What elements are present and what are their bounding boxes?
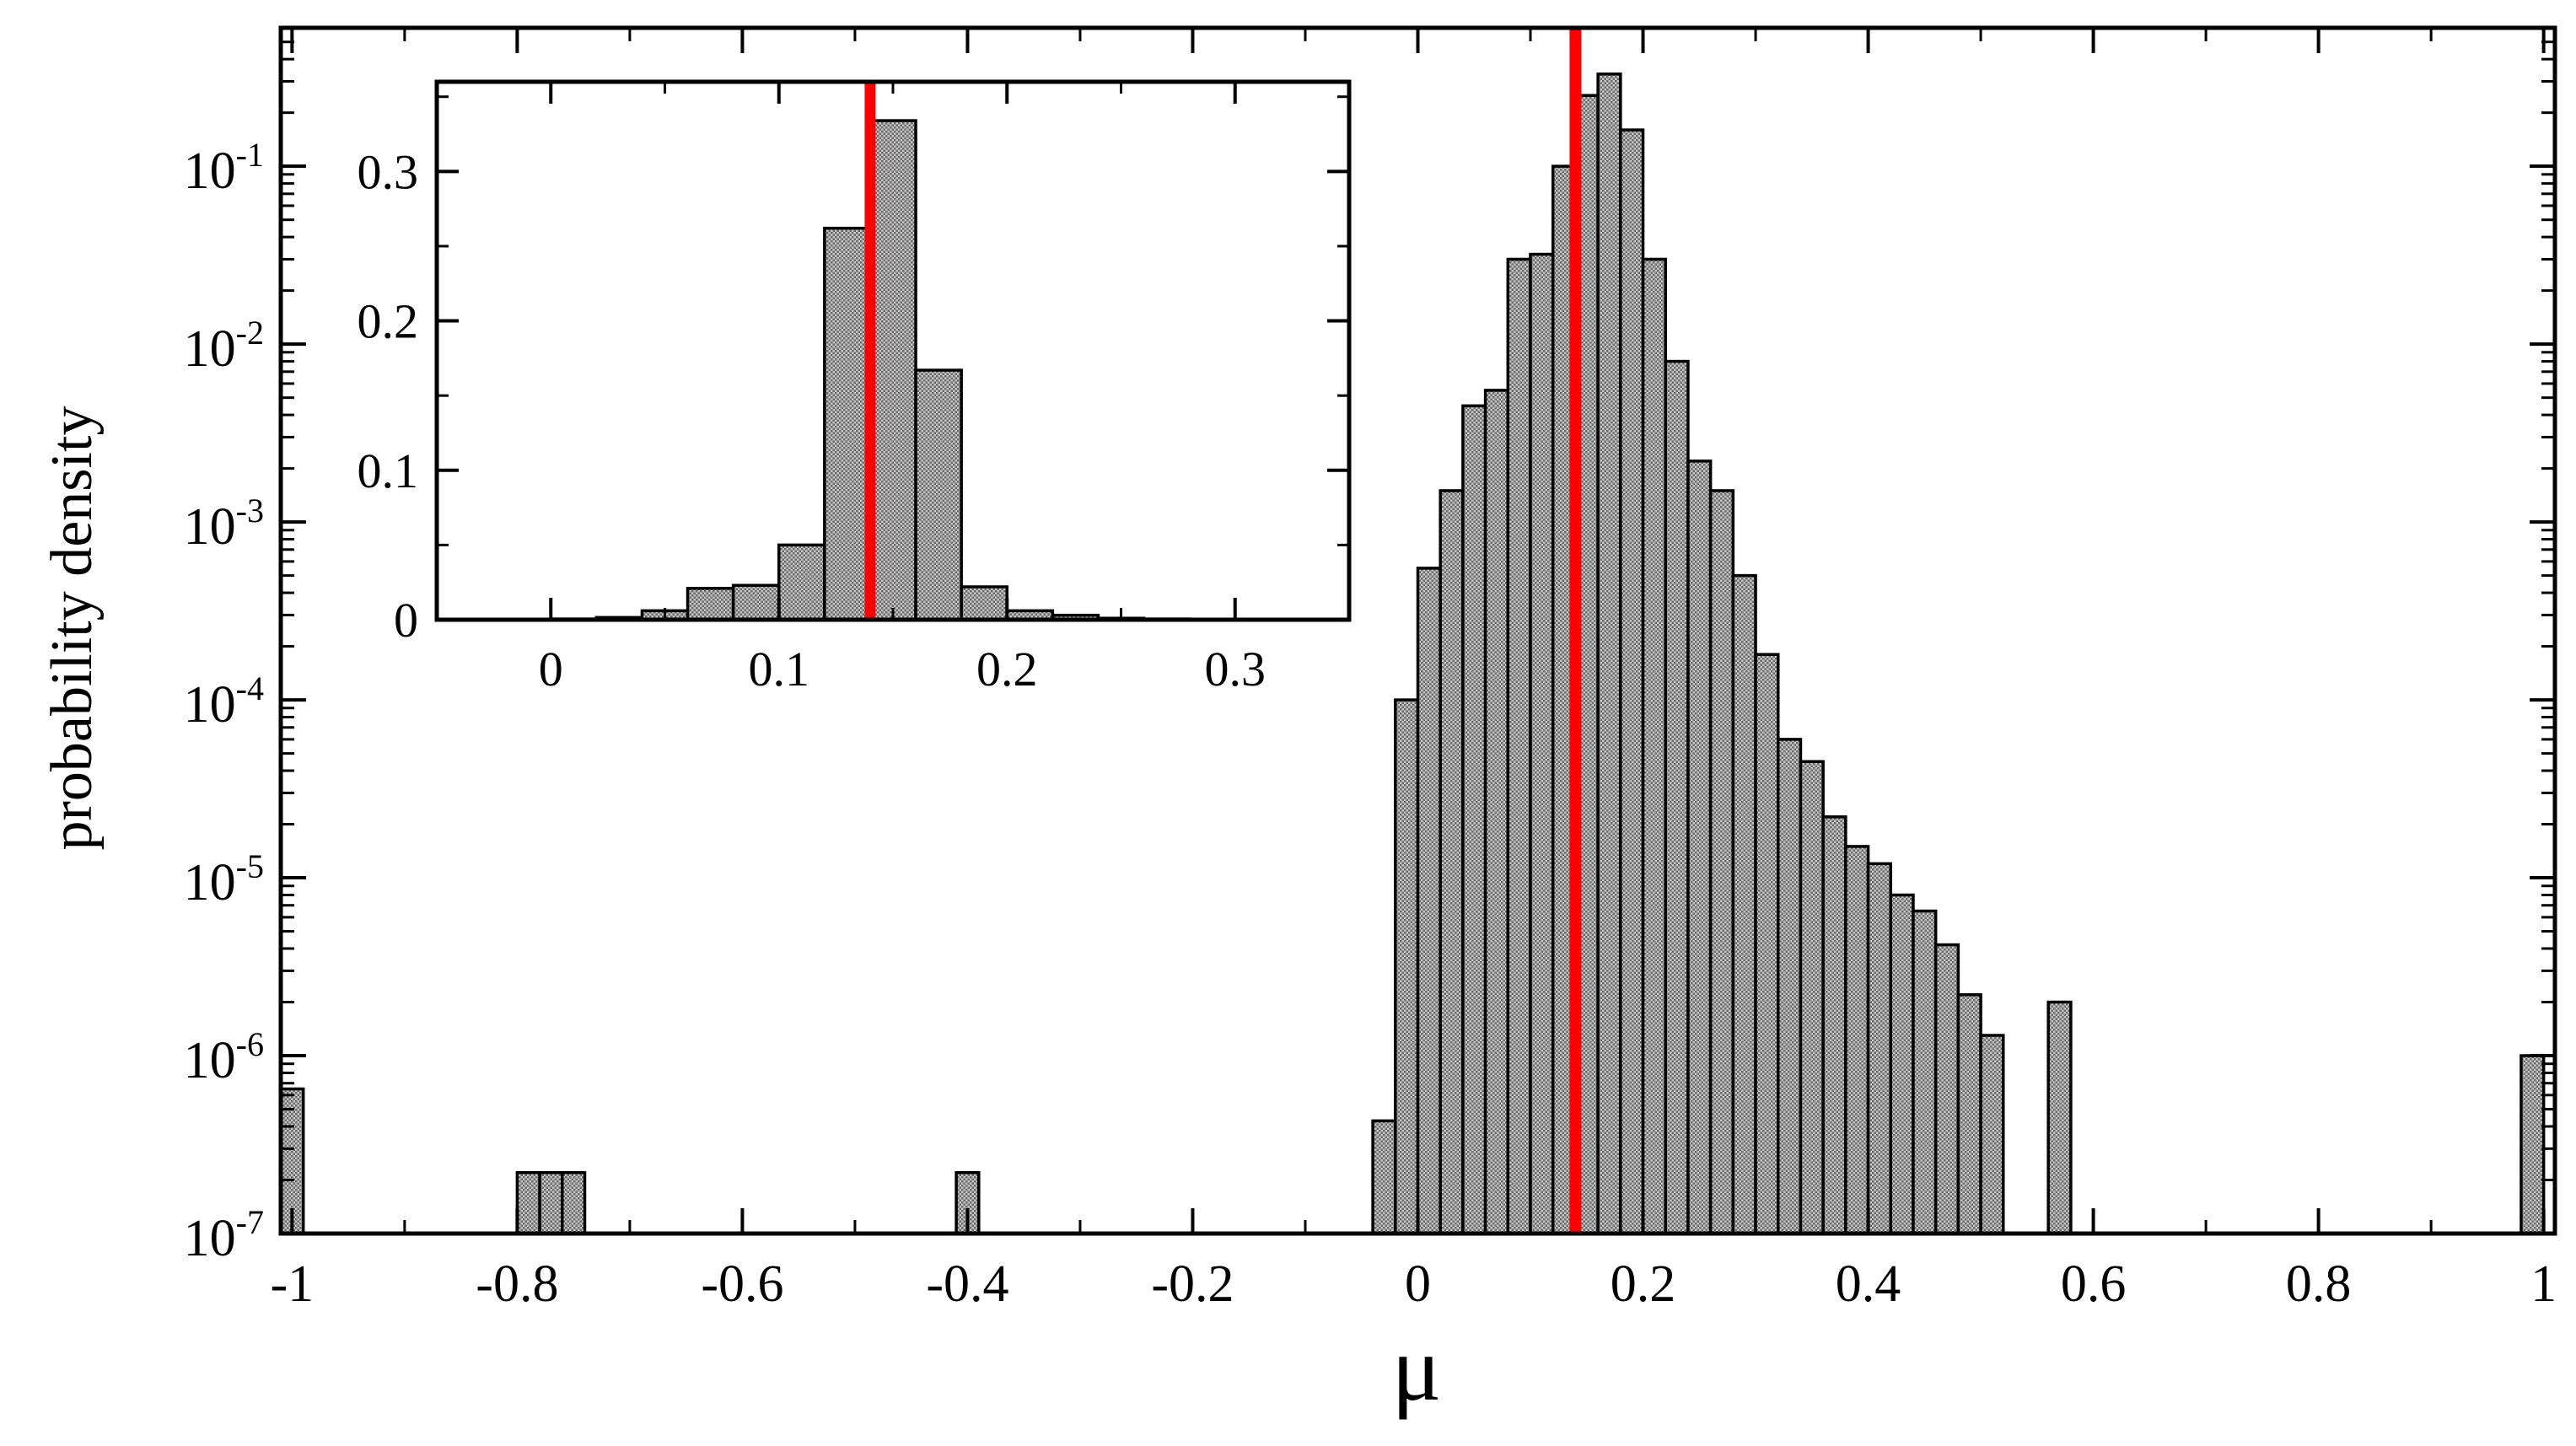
inset-bar [731,583,781,621]
main-bar [1731,573,1757,1235]
main-bar [1371,1119,1397,1235]
main-bar [1506,257,1532,1235]
main-x-tick-label: 0 [1405,1255,1431,1313]
main-bar [1754,653,1780,1235]
inset-x-tick-label: 0.2 [976,642,1038,696]
main-x-tick-label: -0.2 [1151,1255,1234,1313]
main-x-tick-label: -0.6 [701,1255,783,1313]
main-y-tick-label: 10-5 [184,847,264,911]
inset-bar [823,226,872,621]
inset-bar [869,119,917,621]
main-y-axis-label: probability density [40,406,105,851]
main-x-tick-label: 0.8 [2286,1255,2352,1313]
main-bar [1394,698,1420,1235]
main-bar [1979,1034,2005,1235]
main-x-tick-label: 0.2 [1611,1255,1676,1313]
main-y-tick-label: 10-7 [184,1203,264,1267]
inset-bar [914,368,963,621]
main-bar [1956,993,1982,1235]
main-bar [2046,1000,2073,1235]
main-bar [515,1171,541,1235]
main-bar [1483,389,1510,1235]
main-bar [1664,359,1690,1235]
main-x-tick-label: 0.6 [2061,1255,2127,1313]
inset-bar [686,587,735,621]
main-bar [1529,252,1555,1235]
main-bar [1686,460,1713,1235]
main-bar [1912,909,1938,1235]
main-bar [1933,943,1960,1235]
main-bar [1596,73,1622,1235]
inset-x-tick-label: 0 [539,642,563,696]
inset-bars [549,119,1191,621]
inset-bar [777,543,826,621]
main-x-tick-label: -0.8 [476,1255,558,1313]
inset-y-tick-label: 0.3 [358,144,419,199]
inset-y-tick-label: 0 [394,593,418,648]
main-y-tick-label: 10-6 [184,1025,264,1089]
main-axis-ticks: -1 -0.8 -0.6 -0.4 -0.2 0 0.2 0.4 0.6 0.8 1 10-7 10-6… [184,28,2557,1313]
main-bar [561,1171,587,1235]
main-bar [1641,257,1667,1235]
main-bar [1821,815,1847,1235]
inset-axis-ticks: 0 0.1 0.2 0.3 0 0.1 0.2 0.3 [358,82,1351,696]
inset-bar [960,585,1009,621]
main-bar [1416,567,1442,1235]
inset-y-tick-label: 0.1 [358,443,419,498]
main-bar [2520,1054,2546,1235]
main-bar [1799,760,1825,1235]
main-y-tick-label: 10-1 [184,136,264,200]
main-y-tick-label: 10-3 [184,492,264,556]
main-x-tick-label: -0.4 [926,1255,1008,1313]
main-bar [1708,489,1735,1235]
inset-y-tick-label: 0.2 [358,294,419,349]
main-bar [1889,893,1915,1235]
main-x-axis-label: μ [1392,1317,1442,1420]
main-plot-frame [278,25,2557,1236]
inset-plot-frame [434,79,1352,622]
main-y-tick-label: 10-4 [184,669,264,734]
main-bar [1439,489,1465,1235]
inset-x-tick-label: 0.1 [749,642,810,696]
inset-x-tick-label: 0.3 [1205,642,1266,696]
main-bar [1461,404,1487,1235]
main-bars [279,73,2546,1235]
main-bar [1619,128,1645,1235]
main-bar [1844,845,1870,1235]
main-x-tick-label: 0.4 [1836,1255,1901,1313]
main-y-tick-label: 10-2 [184,314,264,378]
main-bar [1866,862,1893,1235]
main-x-tick-label: -1 [271,1255,315,1313]
main-x-tick-label: 1 [2530,1255,2557,1313]
main-bar [538,1171,564,1235]
main-bar [1776,738,1803,1235]
